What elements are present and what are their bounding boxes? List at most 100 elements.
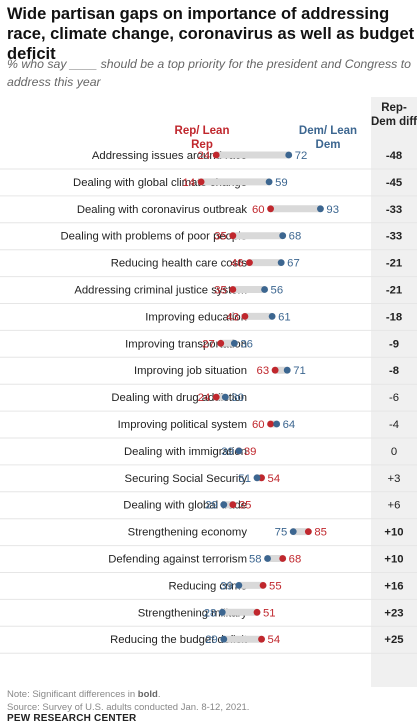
row-label: Dealing with drug addiction — [111, 392, 247, 404]
row-label: Dealing with coronavirus outbreak — [77, 204, 248, 216]
row-label: Improving political system — [118, 419, 247, 431]
diff-value: -4 — [389, 419, 399, 431]
diff-value: -45 — [386, 177, 402, 189]
rep-value-label: 24 — [198, 392, 211, 404]
dem-dot — [230, 339, 238, 347]
rep-value-label: 27 — [202, 338, 215, 350]
dem-dot — [289, 528, 297, 535]
row-label: Reducing health care costs — [111, 258, 248, 270]
rep-value-label: 63 — [257, 365, 270, 377]
diff-value: +16 — [384, 580, 403, 592]
rep-dot — [212, 393, 220, 401]
dem-dot — [285, 151, 293, 159]
diff-value: +6 — [388, 500, 401, 512]
rep-value-label: 54 — [268, 473, 281, 485]
row-label: Reducing crime — [169, 580, 247, 592]
dem-series-header: Dem/ Lean Dem — [298, 125, 358, 151]
rep-dot — [229, 286, 237, 293]
rep-dot — [197, 178, 205, 186]
rep-value-label: 85 — [314, 527, 327, 539]
dem-value-label: 59 — [275, 177, 288, 189]
dem-value-label: 68 — [289, 231, 302, 243]
row-label: Securing Social Security — [125, 473, 248, 485]
dem-value-label: 58 — [249, 554, 262, 566]
chart-subtitle: % who say ____ should be a top priority … — [7, 57, 411, 89]
diff-value: -21 — [386, 285, 402, 297]
rep-dot — [279, 555, 287, 562]
diff-value: +10 — [384, 554, 403, 566]
note-suffix: . — [157, 689, 161, 700]
row-label: Improving transportation — [125, 338, 247, 350]
diff-value: -33 — [386, 204, 402, 216]
rep-value-label: 35 — [239, 500, 252, 512]
dem-dot — [283, 366, 291, 374]
diff-value: -8 — [389, 365, 399, 377]
dem-dot — [277, 259, 285, 266]
dem-value-label: 67 — [287, 258, 300, 270]
rep-value-label: 35 — [214, 231, 227, 243]
dem-value-label: 28 — [204, 607, 217, 619]
diff-value: -21 — [386, 258, 402, 270]
dem-value-label: 36 — [240, 338, 253, 350]
rep-dot — [271, 366, 279, 374]
dem-dot — [235, 582, 243, 589]
row-label: Improving education — [145, 311, 247, 323]
dem-value-label: 72 — [295, 150, 308, 162]
row-label: Dealing with global trade — [123, 500, 247, 512]
row-label: Improving job situation — [134, 365, 247, 377]
rep-dot — [241, 313, 249, 320]
row-label: Addressing criminal justice system — [74, 285, 247, 297]
dem-dot — [265, 178, 273, 186]
note-bold: bold — [137, 689, 158, 700]
diff-column-background — [371, 97, 417, 687]
rep-value-label: 51 — [263, 607, 276, 619]
dem-value-label: 39 — [221, 446, 234, 458]
rep-dot — [304, 528, 312, 535]
dem-value-label: 64 — [283, 419, 296, 431]
dem-value-label: 29 — [205, 500, 218, 512]
dem-value-label: 51 — [238, 473, 251, 485]
dem-value-label: 93 — [326, 204, 339, 216]
dem-value-label: 71 — [293, 365, 306, 377]
dem-dot — [220, 635, 228, 643]
row-label: Dealing with immigration — [124, 446, 247, 458]
row-label: Defending against terrorism — [108, 554, 247, 566]
rep-dot — [267, 420, 274, 428]
note-prefix: Note: Significant differences in — [7, 689, 138, 700]
chart-source: Source: Survey of U.S. adults conducted … — [7, 702, 250, 713]
diff-value: 0 — [391, 446, 397, 458]
rep-value-label: 60 — [252, 419, 265, 431]
rep-value-label: 55 — [269, 580, 282, 592]
dem-dot — [279, 232, 287, 240]
dem-dot — [268, 313, 276, 320]
diff-column-header: Rep- Dem diff — [371, 102, 417, 128]
dem-value-label: 75 — [275, 527, 288, 539]
dem-dot — [235, 447, 243, 455]
dem-dot — [218, 608, 226, 616]
rep-value-label: 35 — [214, 285, 227, 297]
pew-logo-text: PEW RESEARCH CENTER — [7, 713, 137, 724]
dem-dot — [220, 501, 228, 509]
rep-dot — [229, 232, 237, 240]
diff-value: -6 — [389, 392, 399, 404]
diff-value: -18 — [386, 311, 402, 323]
dem-dot — [273, 420, 281, 428]
rep-value-label: 46 — [231, 258, 244, 270]
rep-dot — [267, 205, 274, 213]
rep-dot — [253, 608, 261, 616]
row-label: Reducing the budget deficit — [110, 634, 248, 646]
rep-value-label: 60 — [252, 204, 265, 216]
dem-value-label: 30 — [231, 392, 244, 404]
dem-dot — [317, 205, 324, 213]
rep-value-label: 43 — [226, 311, 239, 323]
row-label: Dealing with problems of poor people — [60, 231, 247, 243]
rep-dot — [258, 635, 265, 643]
rep-dot — [217, 339, 225, 347]
diff-value: +25 — [384, 634, 403, 646]
rep-value-label: 14 — [183, 177, 196, 189]
dem-value-label: 29 — [205, 634, 218, 646]
row-label: Addressing issues around race — [92, 150, 247, 162]
diff-value: -48 — [386, 150, 402, 162]
rep-dot — [212, 151, 220, 159]
dem-value-label: 61 — [278, 311, 291, 323]
